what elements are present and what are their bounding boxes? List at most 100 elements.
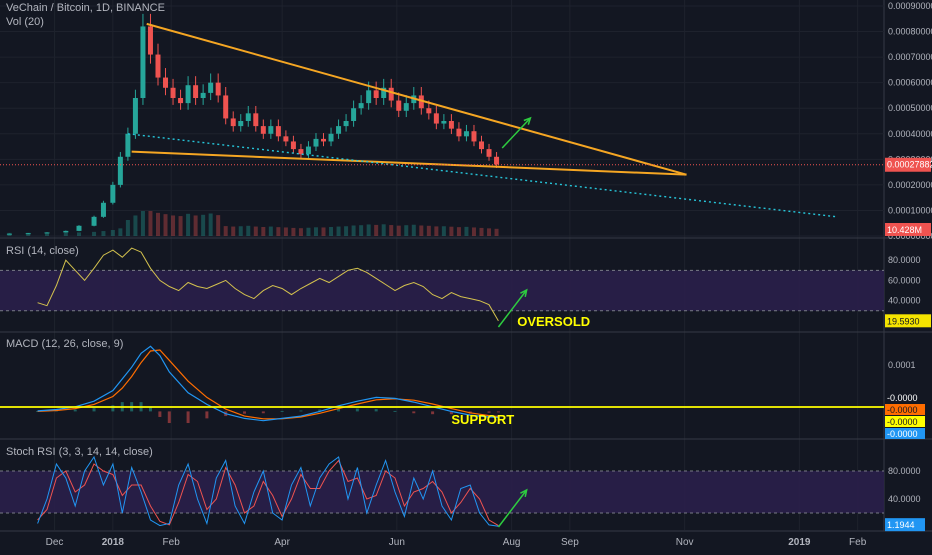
x-tick-label: Feb bbox=[849, 537, 867, 548]
candle-body bbox=[132, 98, 138, 134]
candle-body bbox=[163, 77, 169, 88]
macd-histogram-bar bbox=[111, 405, 115, 412]
stoch-tick-label: 80.0000 bbox=[888, 466, 921, 476]
macd-value-tag bbox=[885, 428, 925, 439]
volume-bar bbox=[63, 232, 68, 236]
macd-value-tag bbox=[885, 392, 925, 403]
stoch-title: Stoch RSI (3, 3, 14, 14, close) bbox=[6, 446, 153, 458]
volume-bar bbox=[155, 212, 160, 236]
macd-value-label: -0.0000 bbox=[887, 405, 918, 415]
price-green-arrow-head bbox=[523, 116, 532, 125]
candle-body bbox=[100, 202, 106, 217]
support-annotation: SUPPORT bbox=[451, 412, 514, 427]
macd-histogram-bar bbox=[261, 411, 265, 414]
volume-bar bbox=[381, 224, 386, 236]
macd-tick-label: 0.0001 bbox=[888, 360, 916, 370]
candle-body bbox=[486, 149, 492, 157]
price-tick-label: 0.00040000 bbox=[888, 129, 932, 139]
volume-bar bbox=[268, 226, 273, 236]
volume-bar bbox=[479, 227, 484, 236]
volume-bar bbox=[208, 213, 213, 236]
candle-body bbox=[6, 233, 12, 235]
x-tick-label: Dec bbox=[46, 537, 64, 548]
candle-body bbox=[245, 113, 251, 121]
macd-value-label: -0.0000 bbox=[887, 393, 918, 403]
volume-bar bbox=[261, 227, 266, 236]
macd-histogram-bar bbox=[318, 409, 322, 412]
volume-bar bbox=[336, 226, 341, 236]
candle-body bbox=[433, 113, 439, 124]
price-tick-label: 0.00090000 bbox=[888, 1, 932, 11]
candle-body bbox=[155, 54, 161, 78]
volume-bar bbox=[283, 227, 288, 236]
candle-body bbox=[140, 26, 146, 99]
x-tick-label: Aug bbox=[503, 537, 521, 548]
volume-bar bbox=[92, 231, 97, 236]
candle-body bbox=[170, 87, 176, 98]
stoch-value-tag bbox=[885, 518, 925, 532]
volume-bar bbox=[223, 226, 228, 236]
candle-body bbox=[298, 149, 304, 155]
volume-bar bbox=[329, 227, 334, 236]
volume-bar bbox=[26, 232, 31, 236]
candle-body bbox=[426, 108, 432, 114]
volume-bar bbox=[449, 226, 454, 236]
rsi-green-arrow-head bbox=[520, 288, 528, 298]
macd-histogram-bar bbox=[496, 411, 500, 413]
x-tick-label: 2019 bbox=[788, 537, 811, 548]
volume-bar bbox=[148, 211, 153, 236]
macd-value-tag bbox=[885, 404, 925, 415]
candle-body bbox=[147, 26, 153, 55]
volume-bar bbox=[246, 225, 251, 236]
candle-body bbox=[403, 103, 409, 111]
x-tick-label: Jun bbox=[389, 537, 405, 548]
macd-histogram-bar bbox=[186, 411, 190, 424]
x-tick-label: Feb bbox=[163, 537, 181, 548]
oversold-annotation: OVERSOLD bbox=[517, 314, 590, 329]
candle-body bbox=[478, 141, 484, 150]
candle-body bbox=[471, 131, 477, 142]
candle-body bbox=[63, 230, 69, 233]
candle-body bbox=[336, 126, 342, 134]
candle-body bbox=[313, 138, 319, 147]
price-tick-label: 0.00060000 bbox=[888, 78, 932, 88]
candle-body bbox=[125, 133, 131, 157]
candle-body bbox=[193, 85, 199, 98]
stoch-green-arrow-head bbox=[520, 488, 528, 498]
volume-bar bbox=[366, 224, 371, 236]
volume-bar bbox=[404, 225, 409, 236]
x-tick-label: Sep bbox=[561, 537, 579, 548]
candle-body bbox=[290, 141, 296, 150]
candle-body bbox=[366, 90, 372, 104]
rsi-line bbox=[37, 247, 499, 322]
macd-histogram-bar bbox=[158, 411, 162, 417]
volume-bar bbox=[298, 228, 303, 236]
volume-bar bbox=[419, 225, 424, 236]
volume-bar bbox=[487, 228, 492, 236]
volume-bar bbox=[231, 226, 236, 236]
macd-histogram-bar bbox=[412, 411, 416, 414]
candle-body bbox=[388, 87, 394, 101]
volume-bar bbox=[434, 226, 439, 236]
stoch-green-arrow bbox=[497, 489, 528, 528]
candle-body bbox=[305, 146, 311, 155]
symbol-title: VeChain / Bitcoin, 1D, BINANCE bbox=[6, 2, 165, 14]
rsi-tick-label: 40.0000 bbox=[888, 296, 921, 306]
volume-bar bbox=[396, 225, 401, 236]
rsi-green-arrow bbox=[497, 289, 528, 328]
volume-bar bbox=[118, 228, 123, 236]
rsi-tick-label: 60.0000 bbox=[888, 275, 921, 285]
volume-bar bbox=[351, 225, 356, 236]
volume-bar bbox=[411, 224, 416, 236]
rsi-title: RSI (14, close) bbox=[6, 245, 79, 257]
stoch-tick-label: 40.0000 bbox=[888, 494, 921, 504]
candle-body bbox=[351, 108, 357, 121]
volume-bar bbox=[163, 214, 168, 236]
volume-label: Vol (20) bbox=[6, 16, 44, 28]
price-tick-label: 0.00050000 bbox=[888, 103, 932, 113]
macd-value-label: -0.0000 bbox=[887, 417, 918, 427]
last-price-tag bbox=[885, 157, 931, 172]
candle-body bbox=[328, 133, 334, 142]
volume-bar bbox=[101, 231, 106, 236]
